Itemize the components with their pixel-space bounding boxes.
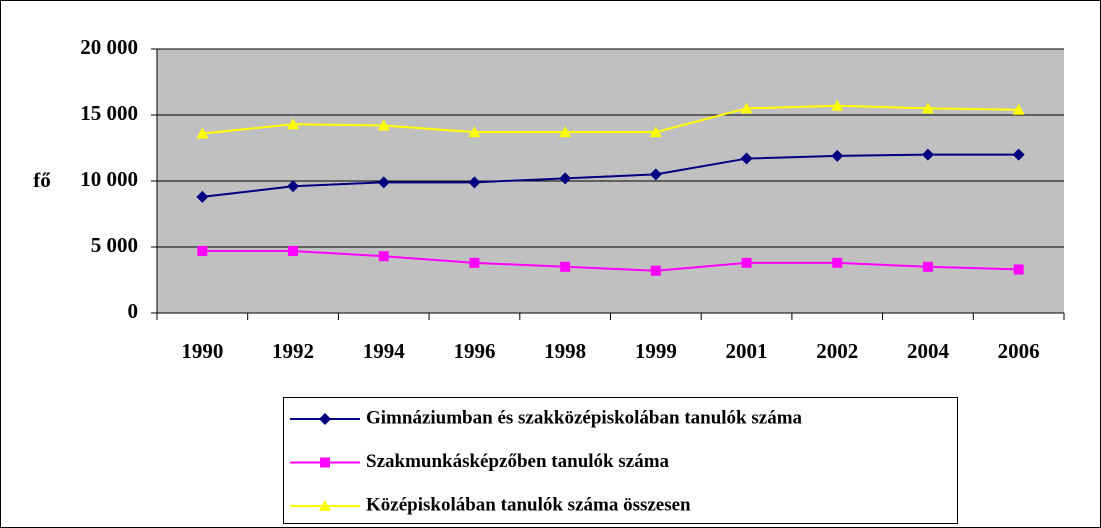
y-tick-label: 15 000 bbox=[80, 101, 138, 125]
y-tick-label: 20 000 bbox=[80, 35, 138, 59]
marker bbox=[831, 149, 844, 162]
x-tick-label: 1999 bbox=[635, 339, 677, 363]
series-line bbox=[202, 153, 1019, 198]
marker bbox=[288, 245, 299, 256]
x-tick-label: 1992 bbox=[272, 339, 314, 363]
marker bbox=[320, 457, 330, 468]
marker bbox=[649, 168, 662, 181]
marker bbox=[921, 102, 934, 114]
legend-label: Gimnáziumban és szakközépiskolában tanul… bbox=[366, 407, 803, 428]
legend-box bbox=[283, 397, 958, 524]
marker bbox=[649, 126, 662, 138]
marker bbox=[469, 257, 480, 268]
y-tick-label: 10 000 bbox=[80, 167, 138, 191]
x-tick-label: 1996 bbox=[453, 339, 495, 363]
marker bbox=[287, 118, 300, 130]
marker bbox=[377, 119, 390, 131]
legend: Gimnáziumban és szakközépiskolában tanul… bbox=[283, 397, 958, 524]
y-axis-label: fő bbox=[33, 168, 51, 192]
marker bbox=[922, 261, 933, 272]
x-tick-label: 2002 bbox=[816, 339, 858, 363]
y-tick-label: 5 000 bbox=[91, 233, 138, 257]
marker bbox=[196, 127, 209, 139]
series-line bbox=[202, 104, 1019, 135]
marker bbox=[831, 99, 844, 111]
marker bbox=[1013, 264, 1024, 275]
marker bbox=[650, 265, 661, 276]
marker bbox=[741, 257, 752, 268]
x-tick-label: 2001 bbox=[726, 339, 768, 363]
marker bbox=[196, 190, 209, 203]
marker bbox=[740, 152, 753, 165]
x-tick-label: 2004 bbox=[907, 339, 950, 363]
marker bbox=[319, 413, 331, 425]
x-tick-label: 1990 bbox=[181, 339, 223, 363]
legend-label: Szakmunkásképzőben tanulók száma bbox=[366, 451, 670, 472]
x-tick-label: 2006 bbox=[998, 339, 1040, 363]
marker bbox=[468, 126, 481, 138]
x-tick-label: 1998 bbox=[544, 339, 586, 363]
marker bbox=[740, 102, 753, 114]
legend-label: Középiskolában tanulók száma összesen bbox=[366, 494, 691, 515]
marker bbox=[560, 261, 571, 272]
marker bbox=[287, 180, 300, 193]
marker bbox=[377, 176, 390, 189]
marker bbox=[921, 148, 934, 161]
marker bbox=[378, 251, 389, 262]
y-tick-label: 0 bbox=[128, 299, 139, 323]
series-line bbox=[202, 249, 1019, 272]
x-tick-label: 1994 bbox=[363, 339, 406, 363]
marker bbox=[1012, 148, 1025, 161]
marker bbox=[832, 257, 843, 268]
marker bbox=[319, 500, 331, 511]
marker bbox=[559, 172, 572, 185]
marker bbox=[559, 126, 572, 138]
marker bbox=[468, 176, 481, 189]
marker bbox=[1012, 103, 1025, 115]
marker bbox=[197, 245, 208, 256]
